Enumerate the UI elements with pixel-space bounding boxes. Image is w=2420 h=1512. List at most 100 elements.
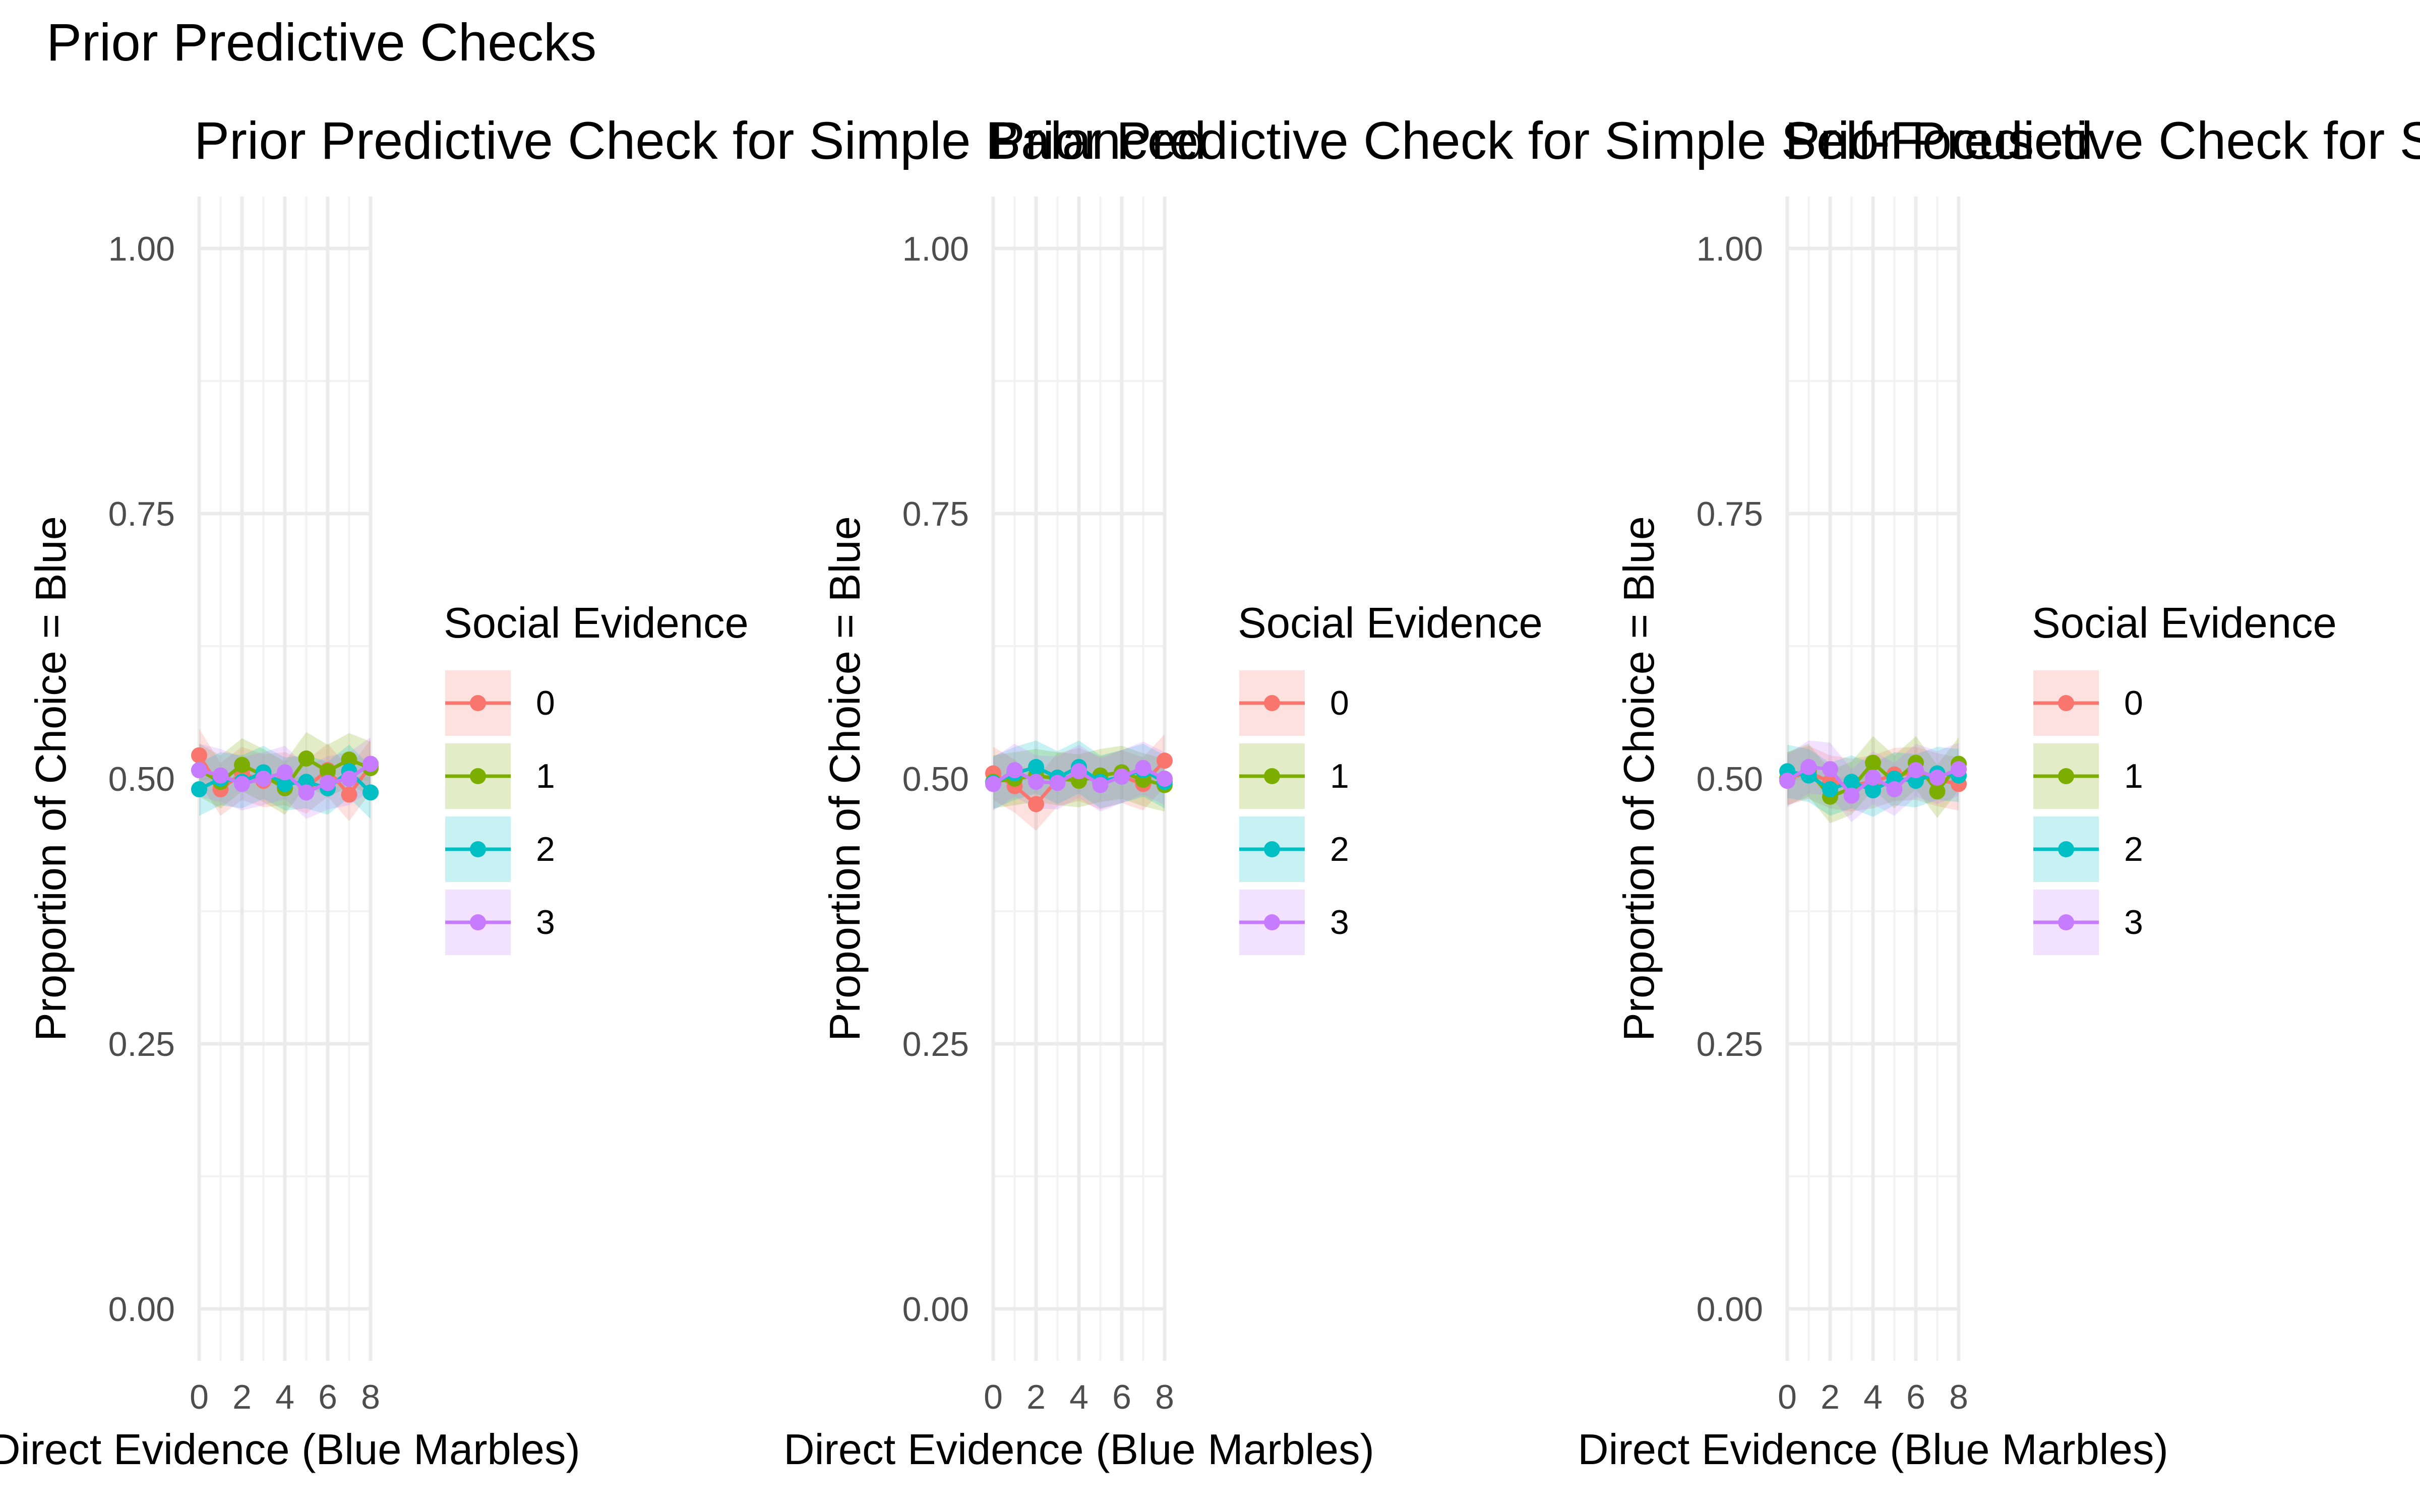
legend-item-1: 1 — [1239, 743, 1349, 809]
data-point — [255, 771, 272, 787]
data-point — [362, 755, 379, 772]
x-axis-label: Direct Evidence (Blue Marbles) — [0, 1426, 580, 1474]
data-point — [1865, 782, 1881, 799]
legend-key-point — [470, 768, 486, 784]
panel-title: Prior Predictive Check for Simple Other-… — [1785, 111, 2420, 170]
x-tick-label: 8 — [1155, 1378, 1174, 1416]
data-point — [234, 776, 250, 792]
data-point — [1114, 768, 1130, 785]
figure-title: Prior Predictive Checks — [46, 13, 596, 72]
legend-item-2: 2 — [2033, 816, 2143, 882]
data-point — [1822, 761, 1838, 778]
y-tick-label: 0.75 — [1697, 495, 1763, 533]
data-point — [191, 762, 207, 779]
data-point — [1843, 787, 1860, 804]
x-tick-label: 0 — [1778, 1378, 1797, 1416]
data-point — [1865, 769, 1881, 786]
y-tick-label: 0.00 — [108, 1290, 175, 1329]
legend-label: 2 — [536, 830, 555, 868]
legend-key-point — [470, 695, 486, 711]
data-point — [1779, 773, 1795, 789]
data-point — [1951, 761, 1967, 778]
legend-label: 3 — [536, 903, 555, 941]
legend-key-point — [1264, 914, 1280, 930]
y-tick-label: 0.50 — [1697, 760, 1763, 798]
legend-item-3: 3 — [2033, 890, 2143, 955]
series-3 — [1779, 759, 1967, 804]
data-point — [1157, 771, 1173, 787]
data-point — [191, 781, 207, 798]
x-axis-label: Direct Evidence (Blue Marbles) — [783, 1426, 1374, 1474]
x-tick-label: 0 — [984, 1378, 1003, 1416]
legend-label: 2 — [2124, 830, 2143, 868]
legend-title: Social Evidence — [1238, 599, 1543, 647]
legend-item-2: 2 — [445, 816, 555, 882]
legend-key-point — [1264, 768, 1280, 784]
legend-label: 0 — [1330, 684, 1349, 722]
legend-item-3: 3 — [1239, 890, 1349, 955]
y-tick-label: 0.25 — [108, 1025, 175, 1063]
legend-key-point — [470, 841, 486, 857]
data-point — [1006, 762, 1023, 779]
legend-label: 1 — [536, 757, 555, 795]
data-point — [1028, 774, 1044, 790]
legend-label: 1 — [2124, 757, 2143, 795]
legend-item-0: 0 — [1239, 670, 1349, 736]
x-tick-label: 2 — [232, 1378, 252, 1416]
data-point — [1028, 759, 1044, 775]
data-point — [341, 771, 357, 787]
data-point — [1929, 783, 1946, 800]
x-tick-label: 6 — [1112, 1378, 1131, 1416]
legend-item-0: 0 — [2033, 670, 2143, 736]
x-axis-label: Direct Evidence (Blue Marbles) — [1578, 1426, 2168, 1474]
legend-item-1: 1 — [445, 743, 555, 809]
series-3 — [191, 755, 379, 801]
y-axis-label: Proportion of Choice = Blue — [821, 516, 869, 1041]
data-point — [1929, 769, 1946, 786]
legend-title: Social Evidence — [2032, 599, 2337, 647]
legend-key-point — [1264, 841, 1280, 857]
y-tick-label: 0.00 — [1697, 1290, 1763, 1329]
legend-label: 0 — [2124, 684, 2143, 722]
y-tick-label: 1.00 — [1697, 230, 1763, 268]
data-point — [1843, 774, 1860, 790]
y-axis-label: Proportion of Choice = Blue — [27, 516, 75, 1041]
data-point — [234, 757, 250, 773]
data-point — [1908, 762, 1924, 779]
legend-key-point — [470, 914, 486, 930]
data-point — [1886, 781, 1903, 798]
x-tick-label: 4 — [1069, 1378, 1088, 1416]
legend-item-2: 2 — [1239, 816, 1349, 882]
data-point — [985, 776, 1001, 792]
legend-title: Social Evidence — [444, 599, 749, 647]
x-tick-label: 8 — [361, 1378, 380, 1416]
x-tick-label: 6 — [318, 1378, 337, 1416]
y-tick-label: 0.75 — [108, 495, 175, 533]
y-tick-label: 0.75 — [902, 495, 969, 533]
data-point — [341, 751, 357, 768]
legend-key-point — [2058, 841, 2074, 857]
y-axis-label: Proportion of Choice = Blue — [1615, 516, 1663, 1041]
legend-item-3: 3 — [445, 890, 555, 955]
legend-label: 0 — [536, 684, 555, 722]
y-tick-label: 1.00 — [902, 230, 969, 268]
legend-label: 3 — [1330, 903, 1349, 941]
legend-item-1: 1 — [2033, 743, 2143, 809]
x-tick-label: 2 — [1821, 1378, 1840, 1416]
legend-key-point — [1264, 695, 1280, 711]
x-tick-label: 8 — [1949, 1378, 1968, 1416]
x-tick-label: 0 — [190, 1378, 209, 1416]
legend-key-point — [2058, 695, 2074, 711]
data-point — [298, 784, 315, 801]
x-tick-label: 2 — [1026, 1378, 1046, 1416]
series-3 — [985, 760, 1173, 793]
panel-title: Prior Predictive Check for Simple Self-F… — [990, 111, 2093, 170]
data-point — [1028, 796, 1044, 812]
y-tick-label: 0.25 — [902, 1025, 969, 1063]
data-point — [298, 750, 315, 767]
data-point — [1071, 763, 1087, 780]
